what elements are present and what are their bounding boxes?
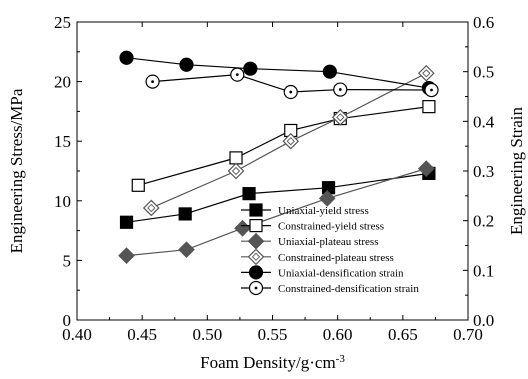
data-point [322, 64, 337, 79]
data-point [417, 160, 435, 177]
y-right-axis-label: Engineering Strain [507, 107, 526, 235]
data-point-inner [422, 69, 431, 78]
data-point [227, 162, 245, 180]
x-axis-label-text: Foam Density/g·cm [200, 353, 336, 372]
legend-marker [249, 219, 263, 233]
legend-marker-dot [254, 286, 258, 290]
data-point-inner [286, 137, 295, 146]
x-axis-label-superscript: -3 [336, 353, 346, 365]
legend-entry-label: Constrained-plateau stress [278, 252, 394, 264]
axis-ticks: 0.40 0.45 0.50 0.55 0.60 0.65 0.70 0 5 10 15 20 25 0.… [54, 13, 495, 344]
data-point-dot [430, 88, 433, 92]
y-right-tick-label: 0.6 [473, 13, 494, 32]
series-line [126, 57, 429, 89]
data-point [119, 50, 134, 65]
legend-entry-label: Uniaxial-densification strain [278, 267, 404, 279]
y-left-tick-label: 5 [63, 251, 72, 270]
legend-marker [247, 232, 265, 250]
series-2 [118, 160, 435, 264]
data-point [179, 57, 194, 72]
data-point-dot [289, 90, 293, 94]
data-point [234, 219, 251, 237]
data-point-dot [151, 80, 154, 83]
legend-marker [249, 203, 263, 217]
data-point [229, 151, 243, 165]
series-line [126, 168, 427, 257]
data-point [417, 64, 435, 82]
legend-entry-label: Uniaxial-plateau stress [278, 236, 379, 248]
x-tick-label: 0.55 [258, 325, 288, 344]
x-tick-label: 0.50 [192, 325, 222, 344]
y-left-tick-label: 15 [54, 132, 71, 151]
y-left-tick-label: 10 [54, 192, 71, 211]
x-tick-label: 0.45 [127, 325, 157, 344]
data-point [243, 61, 258, 76]
legend-marker [248, 265, 264, 280]
legend-entry-label: Constrained-densification strain [278, 283, 419, 295]
y-right-tick-label: 0.1 [473, 261, 494, 280]
y-left-tick-label: 20 [54, 73, 71, 92]
x-tick-label: 0.70 [453, 325, 483, 344]
data-point [242, 187, 256, 201]
legend-marker-inner [251, 252, 261, 261]
series-5 [145, 67, 439, 100]
data-point [178, 241, 195, 259]
y-left-tick-label: 25 [54, 13, 71, 32]
data-point [422, 100, 436, 114]
y-left-tick-label: 0 [63, 311, 72, 330]
y-right-tick-label: 0.4 [473, 112, 495, 131]
data-point [131, 178, 145, 192]
plot-frame [76, 21, 469, 321]
data-point-inner [231, 166, 241, 176]
y-right-tick-label: 0.5 [473, 63, 494, 82]
data-point-dot [338, 88, 342, 91]
data-point [178, 207, 192, 221]
series-3 [142, 64, 435, 217]
data-point [119, 215, 134, 229]
series-1 [131, 100, 436, 192]
y-right-tick-label: 0.2 [473, 212, 494, 231]
data-point [118, 247, 135, 264]
x-tick-label: 0.65 [388, 325, 418, 344]
x-tick-label: 0.60 [323, 325, 353, 344]
legend-entry-label: Uniaxial-yield stress [278, 205, 369, 217]
data-point-inner [147, 203, 156, 213]
data-point-inner [336, 113, 345, 122]
data-point [331, 109, 349, 126]
legend-entry-label: Constrained-yield stress [278, 221, 384, 233]
series-layer [118, 50, 439, 264]
data-point [282, 132, 300, 150]
y-right-tick-label: 0.0 [473, 311, 494, 330]
legend: Uniaxial-yield stress Constrained-yield s… [241, 203, 419, 296]
data-point [142, 199, 160, 217]
y-right-tick-label: 0.3 [473, 162, 494, 181]
x-tick-label: 0.40 [62, 325, 92, 344]
legend-marker [247, 248, 265, 266]
data-point [318, 190, 336, 207]
x-axis-label: Foam Density/g·cm-3 [200, 353, 345, 372]
data-point-dot [235, 73, 239, 77]
series-line [138, 106, 429, 186]
y-left-axis-label: Engineering Stress/MPa [7, 88, 26, 253]
